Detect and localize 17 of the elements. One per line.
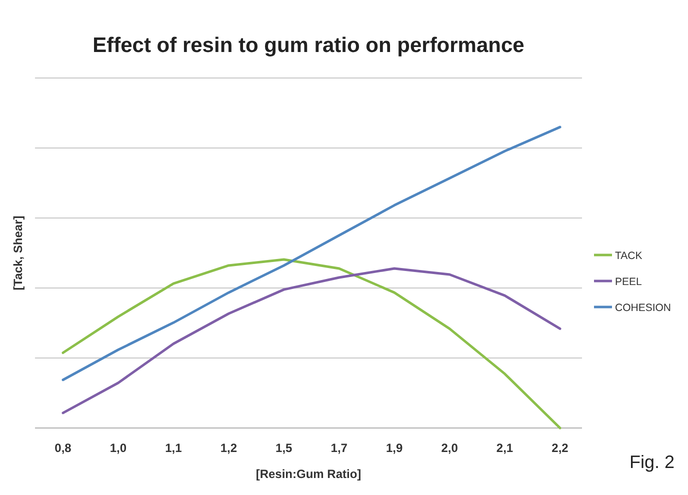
- x-tick-label: 2,1: [496, 441, 514, 455]
- legend-label: PEEL: [615, 276, 642, 288]
- caption: Fig. 2: [629, 452, 675, 472]
- x-axis-title: [Resin:Gum Ratio]: [256, 467, 362, 481]
- legend-label: TACK: [615, 250, 642, 262]
- x-tick-label: 1,9: [386, 441, 403, 455]
- x-tick-label: 2,2: [552, 441, 569, 455]
- x-tick-label: 1,5: [276, 441, 293, 455]
- x-tick-label: 1,1: [165, 441, 182, 455]
- x-tick-label: 1,0: [110, 441, 127, 455]
- y-axis-title: [Tack, Shear]: [11, 216, 25, 290]
- x-tick-label: 1,7: [330, 441, 348, 455]
- legend-label: COHESION: [615, 302, 672, 314]
- x-tick-label: 0,8: [54, 441, 72, 455]
- x-tick-label: 2,0: [441, 441, 458, 455]
- chart-title: Effect of resin to gum ratio on performance: [92, 34, 524, 57]
- x-tick-label: 1,2: [220, 441, 238, 455]
